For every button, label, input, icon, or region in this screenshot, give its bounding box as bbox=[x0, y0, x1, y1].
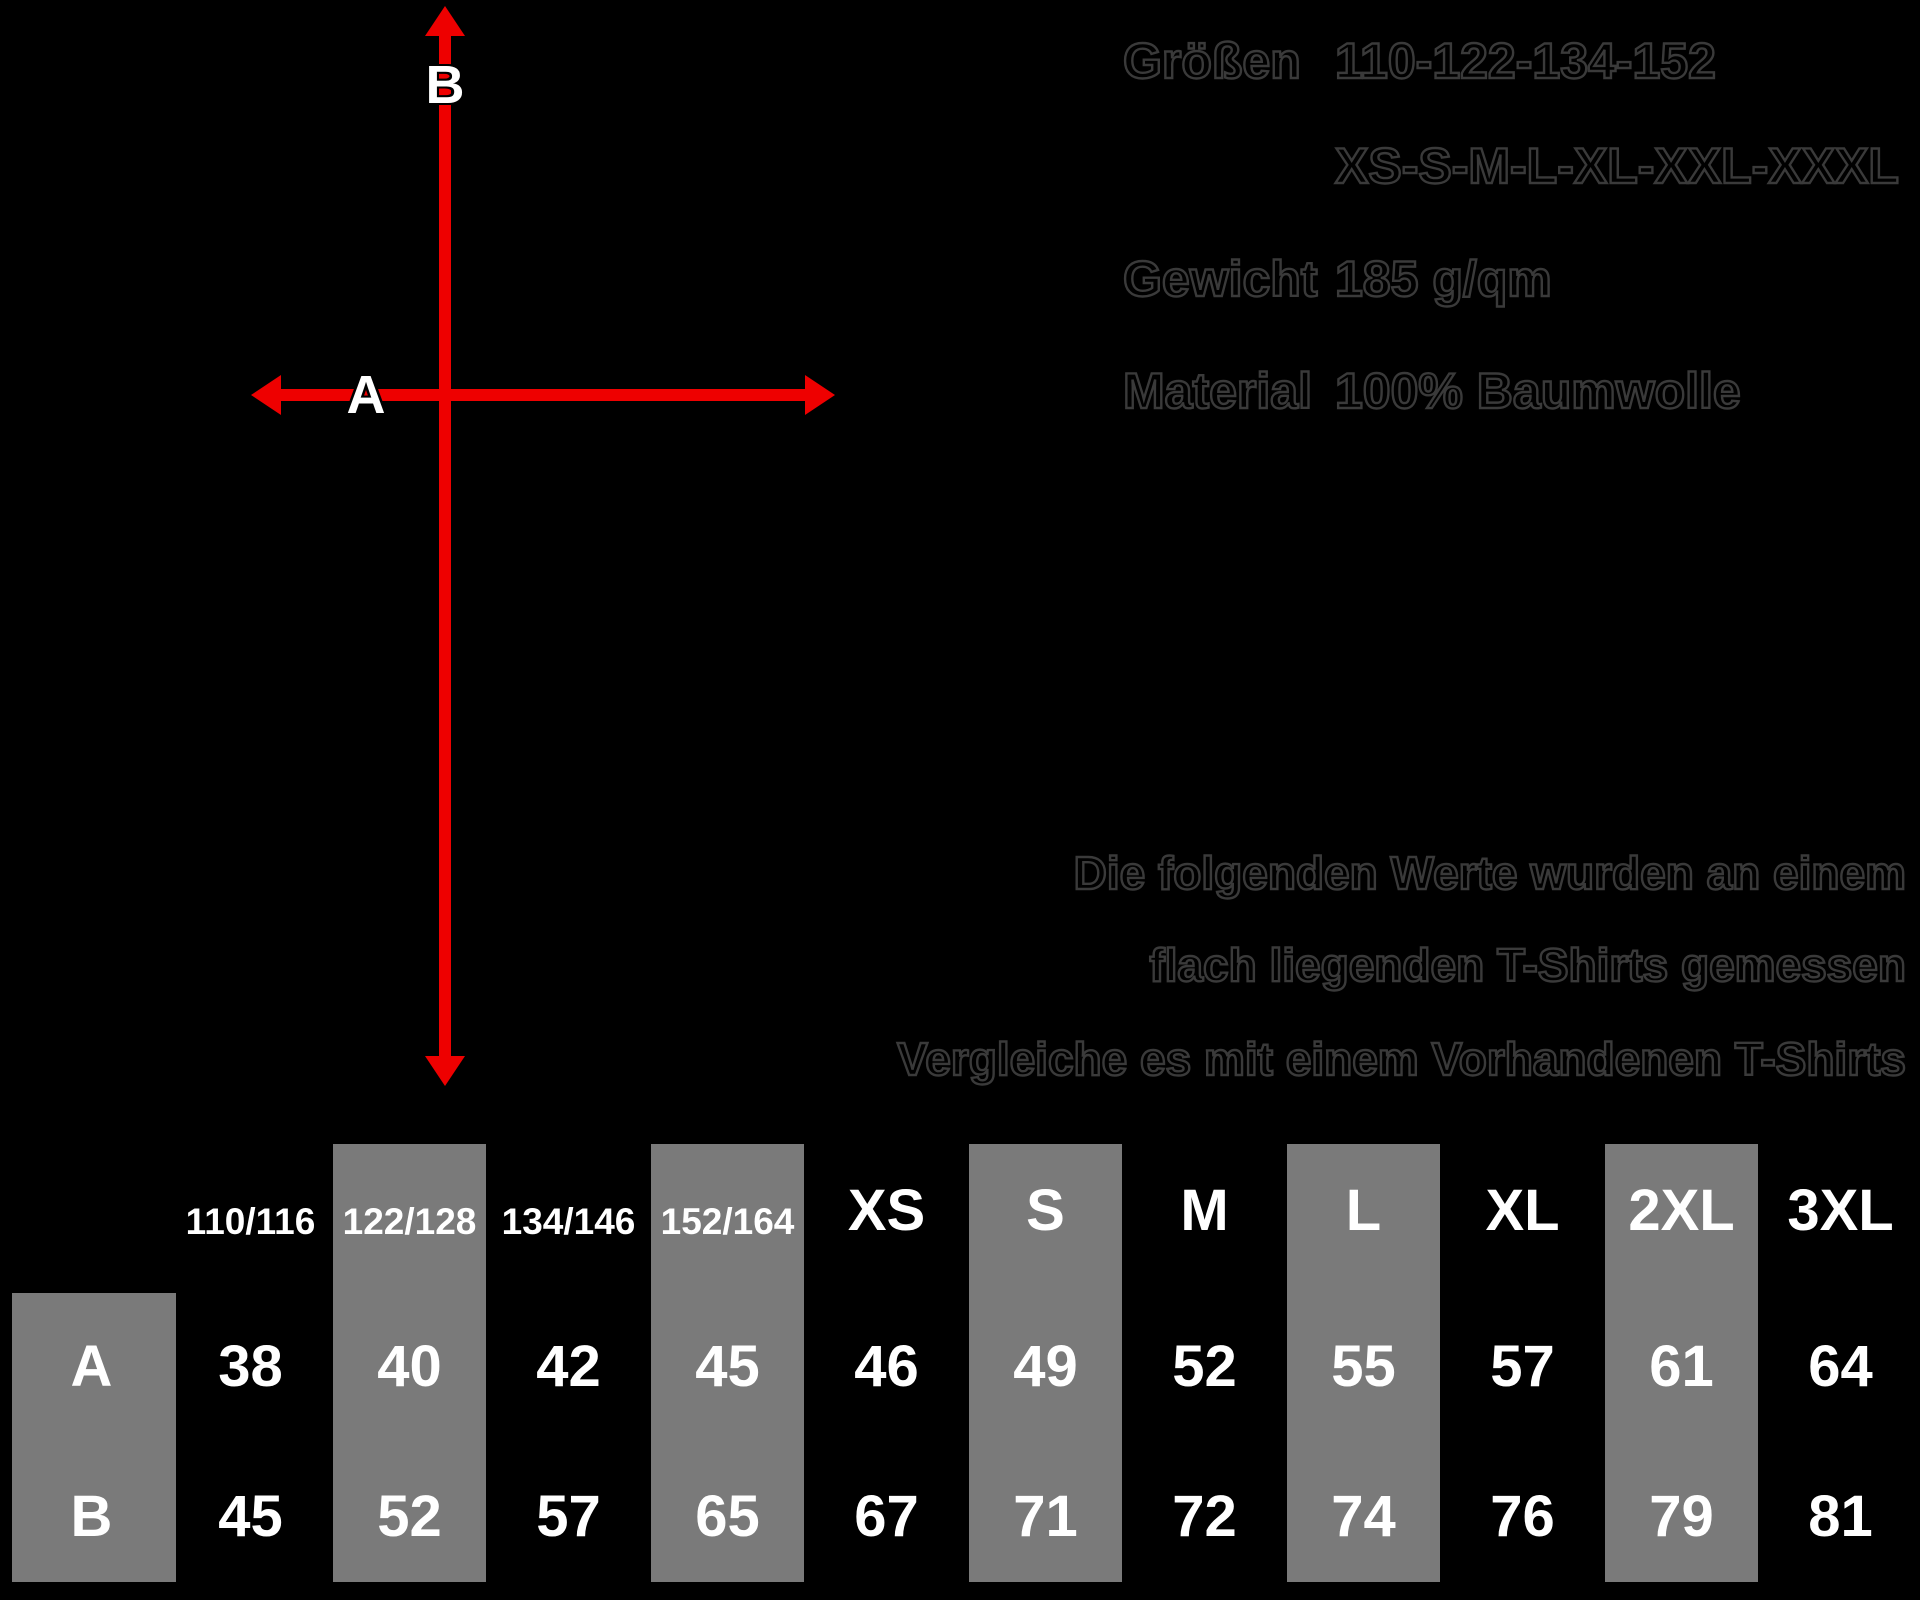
value-a-122-128: 40 bbox=[377, 1334, 442, 1399]
highlight-bar-2xl bbox=[1605, 1144, 1758, 1582]
value-a-3xl: 64 bbox=[1808, 1334, 1873, 1399]
note-line-1: Die folgenden Werte wurden an einem bbox=[1072, 847, 1907, 899]
row-label-box bbox=[12, 1293, 176, 1582]
measurement-row-a: A 38 40 42 45 46 49 52 55 57 61 64 bbox=[12, 1338, 1920, 1396]
row-b-label: B bbox=[70, 1484, 113, 1549]
value-a-xl: 57 bbox=[1490, 1334, 1555, 1399]
size-header-l: L bbox=[1345, 1178, 1382, 1243]
arrow-down-icon bbox=[425, 1056, 465, 1086]
material-info-line: Material 100% Baumwolle bbox=[1122, 363, 1742, 419]
size-header-s: S bbox=[1026, 1178, 1065, 1243]
size-header-110-116: 110/116 bbox=[185, 1201, 316, 1242]
row-a-label: A bbox=[70, 1334, 113, 1399]
value-a-l: 55 bbox=[1331, 1334, 1396, 1399]
sizes-label: Größen bbox=[1122, 33, 1302, 89]
size-header-m: M bbox=[1180, 1178, 1229, 1243]
sizes-letters-value: XS-S-M-L-XL-XXL-XXXL bbox=[1334, 138, 1900, 194]
material-label: Material bbox=[1122, 363, 1313, 419]
value-b-2xl: 79 bbox=[1649, 1484, 1714, 1549]
height-arrow-label: B bbox=[425, 55, 465, 115]
size-header-122-128: 122/128 bbox=[342, 1201, 477, 1242]
value-b-3xl: 81 bbox=[1808, 1484, 1873, 1549]
value-b-m: 72 bbox=[1172, 1484, 1237, 1549]
weight-info-line: Gewicht 185 g/qm bbox=[1122, 251, 1553, 307]
arrow-left-icon bbox=[251, 375, 281, 415]
size-header-row: 110/116 122/128 134/146 152/164 XS S M L… bbox=[12, 1178, 1920, 1243]
value-a-xs: 46 bbox=[854, 1334, 919, 1399]
size-header-xs: XS bbox=[847, 1178, 926, 1243]
size-header-134-146: 134/146 bbox=[501, 1201, 636, 1242]
arrow-up-icon bbox=[425, 6, 465, 36]
value-a-134-146: 42 bbox=[536, 1334, 601, 1399]
highlight-bar-122-128 bbox=[333, 1144, 486, 1582]
note-line-2: flach liegenden T-Shirts gemessen bbox=[1148, 939, 1907, 991]
value-b-134-146: 57 bbox=[536, 1484, 601, 1549]
value-a-110-116: 38 bbox=[218, 1334, 283, 1399]
value-b-xs: 67 bbox=[854, 1484, 919, 1549]
sizes-info-line: Größen 110-122-134-152 bbox=[1122, 33, 1717, 89]
material-value: 100% Baumwolle bbox=[1334, 363, 1742, 419]
weight-label: Gewicht bbox=[1122, 251, 1319, 307]
weight-value: 185 g/qm bbox=[1334, 251, 1553, 307]
value-b-s: 71 bbox=[1013, 1484, 1078, 1549]
width-arrow-label: A bbox=[346, 365, 386, 425]
arrow-right-icon bbox=[805, 375, 835, 415]
size-header-152-164: 152/164 bbox=[660, 1201, 795, 1242]
value-a-2xl: 61 bbox=[1649, 1334, 1714, 1399]
size-header-2xl: 2XL bbox=[1628, 1178, 1735, 1243]
highlight-bar-152-164 bbox=[651, 1144, 804, 1582]
value-a-m: 52 bbox=[1172, 1334, 1237, 1399]
value-b-110-116: 45 bbox=[218, 1484, 283, 1549]
value-a-152-164: 45 bbox=[695, 1334, 760, 1399]
width-arrow-line bbox=[273, 389, 807, 401]
value-b-152-164: 65 bbox=[695, 1484, 760, 1549]
size-header-3xl: 3XL bbox=[1787, 1178, 1894, 1243]
value-a-s: 49 bbox=[1013, 1334, 1078, 1399]
height-arrow-line bbox=[439, 28, 451, 1060]
sizes-letters-line: XS-S-M-L-XL-XXL-XXXL bbox=[1334, 138, 1900, 194]
note-line-3: Vergleiche es mit einem Vorhandenen T-Sh… bbox=[896, 1033, 1907, 1085]
measurement-row-b: B 45 52 57 65 67 71 72 74 76 79 81 bbox=[12, 1488, 1920, 1546]
value-b-122-128: 52 bbox=[377, 1484, 442, 1549]
value-b-xl: 76 bbox=[1490, 1484, 1555, 1549]
highlight-bar-s bbox=[969, 1144, 1122, 1582]
value-b-l: 74 bbox=[1331, 1484, 1396, 1549]
sizes-value: 110-122-134-152 bbox=[1334, 33, 1717, 89]
size-header-xl: XL bbox=[1485, 1178, 1560, 1243]
highlight-bar-l bbox=[1287, 1144, 1440, 1582]
